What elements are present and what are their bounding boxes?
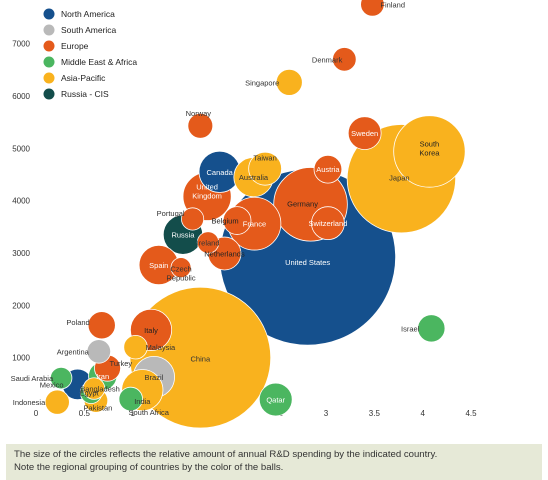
country-label-saudi-arabia: Saudi Arabia: [11, 374, 54, 383]
bubble-south-korea: [393, 115, 466, 188]
bubble-argentina: [86, 339, 112, 364]
country-label-bangladesh: Bangladesh: [80, 385, 120, 394]
legend-marker-ap: [43, 72, 55, 84]
legend-label-eu: Europe: [61, 41, 89, 51]
country-label-czech-republic: Czech Republic: [166, 265, 195, 283]
bubble-saudi-arabia: [49, 366, 73, 390]
country-label-austria: Austria: [316, 165, 340, 174]
country-label-germany: Germany: [287, 199, 318, 208]
y-tick-label: 5000: [12, 144, 30, 153]
x-tick-label: 0.5: [79, 409, 91, 418]
legend-label-na: North America: [61, 9, 115, 19]
country-label-japan: Japan: [389, 174, 409, 183]
bubble-south-africa: [118, 386, 143, 412]
y-tick-label: 6000: [12, 92, 30, 101]
country-label-china: China: [191, 355, 211, 364]
country-label-israel: Israel: [401, 324, 420, 333]
bubble-israel: [417, 314, 446, 343]
country-label-united-kingdom: United Kingdom: [192, 182, 222, 200]
country-label-netherlands: Netherlands: [204, 250, 245, 259]
country-label-south-africa: South Africa: [129, 408, 170, 417]
country-label-south-korea: South Korea: [419, 139, 440, 157]
country-label-france: France: [243, 220, 266, 229]
x-tick-label: 1: [130, 409, 135, 418]
bubble-taiwan: [248, 151, 282, 186]
country-label-egypt: Egypt: [80, 389, 100, 398]
y-tick-label: 3000: [12, 249, 30, 258]
country-label-brazil: Brazil: [145, 373, 164, 382]
bubble-czech-republic: [170, 257, 192, 279]
bubble-bangladesh: [82, 377, 106, 400]
country-label-ireland: Ireland: [197, 239, 220, 248]
country-label-denmark: Denmark: [312, 55, 343, 64]
bubble-switzerland: [311, 206, 345, 241]
bubble-portugal: [181, 207, 205, 231]
country-label-canada: Canada: [207, 168, 234, 177]
country-label-iran: Iran: [96, 372, 109, 381]
country-label-argentina: Argentina: [57, 347, 90, 356]
bubble-belgium: [222, 206, 252, 235]
bubble-sweden: [347, 116, 382, 150]
country-label-switzerland: Switzerland: [309, 219, 348, 228]
legend-marker-na: [43, 8, 55, 20]
label-layer: United States China Japan Germany South Korea…: [11, 0, 441, 417]
country-label-norway: Norway: [186, 109, 212, 118]
bubble-indonesia: [44, 389, 70, 415]
country-label-belgium: Belgium: [212, 217, 239, 226]
bubble-norway: [187, 112, 214, 139]
country-label-turkey: Turkey: [110, 359, 133, 368]
legend-marker-sa: [43, 24, 55, 36]
legend-label-ap: Asia-Pacific: [61, 73, 106, 83]
y-tick-label: 1000: [12, 354, 30, 363]
x-tick-label: 3.5: [369, 409, 381, 418]
country-label-spain: Spain: [149, 261, 168, 270]
country-label-mexico: Mexico: [40, 380, 64, 389]
country-label-pakistan: Pakistan: [84, 404, 113, 413]
country-label-italy: Italy: [144, 326, 158, 335]
country-label-australia: Australia: [239, 173, 269, 182]
bubble-poland: [87, 311, 116, 340]
y-tick-label: 2000: [12, 301, 30, 310]
bubble-ireland: [196, 231, 220, 254]
bubble-singapore: [275, 68, 303, 96]
country-label-sweden: Sweden: [351, 129, 378, 138]
legend-label-ru: Russia - CIS: [61, 89, 109, 99]
bubble-qatar: [258, 382, 293, 417]
y-tick-label: 7000: [12, 40, 30, 49]
bubble-layer: [44, 0, 466, 429]
caption-line-1: The size of the circles reflects the rel…: [14, 449, 438, 460]
legend-label-me: Middle East & Africa: [61, 57, 137, 67]
caption-box: The size of the circles reflects the rel…: [6, 444, 542, 480]
bubble-finland: [360, 0, 385, 17]
bubble-austria: [313, 154, 343, 184]
country-label-india: India: [134, 397, 151, 406]
legend-marker-me: [43, 56, 55, 68]
country-label-portugal: Portugal: [157, 209, 185, 218]
x-tick-label: 3: [324, 409, 329, 418]
legend-label-sa: South America: [61, 25, 117, 35]
country-label-qatar: Qatar: [266, 396, 285, 405]
caption-line-2: Note the regional grouping of countries …: [14, 462, 284, 473]
country-label-taiwan: Taiwan: [253, 154, 276, 163]
country-label-finland: Finland: [380, 0, 405, 9]
bubble-chart: 00.511.522.533.544.510002000300040005000…: [11, 0, 477, 429]
x-tick-label: 4.5: [465, 409, 477, 418]
country-label-singapore: Singapore: [245, 78, 279, 87]
bubble-malaysia: [123, 334, 148, 360]
legend-marker-eu: [43, 40, 55, 52]
bubble-denmark: [332, 47, 357, 72]
country-label-united-states: United States: [285, 258, 330, 267]
country-label-russia: Russia: [171, 231, 195, 240]
y-tick-label: 4000: [12, 197, 30, 206]
country-label-poland: Poland: [66, 318, 89, 327]
country-label-malaysia: Malaysia: [146, 343, 176, 352]
x-tick-label: 4: [420, 409, 425, 418]
country-label-indonesia: Indonesia: [13, 398, 46, 407]
legend-marker-ru: [43, 88, 55, 100]
x-tick-label: 0: [34, 409, 39, 418]
legend: North America South America Europe Middle E…: [43, 8, 137, 100]
